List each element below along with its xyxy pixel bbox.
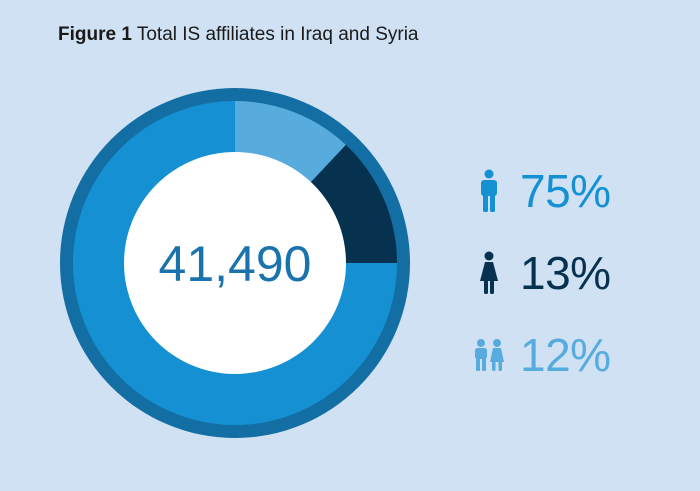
children-icon (470, 330, 508, 380)
figure-caption: Total IS affiliates in Iraq and Syria (136, 24, 419, 45)
figure-title: Figure 1 Total IS affiliates in Iraq and… (58, 24, 418, 46)
figure-number: Figure 1 (58, 24, 132, 45)
woman-icon (470, 248, 508, 298)
legend-item-children: 12% (470, 324, 611, 386)
center-hole (124, 152, 346, 374)
legend-item-women: 13% (470, 242, 611, 304)
center-total-label: 41,490 (159, 236, 312, 292)
legend-value-men: 75% (520, 165, 611, 217)
legend-item-men: 75% (470, 160, 611, 222)
legend-value-women: 13% (520, 247, 611, 299)
legend-value-children: 12% (520, 329, 611, 381)
man-icon (470, 166, 508, 216)
